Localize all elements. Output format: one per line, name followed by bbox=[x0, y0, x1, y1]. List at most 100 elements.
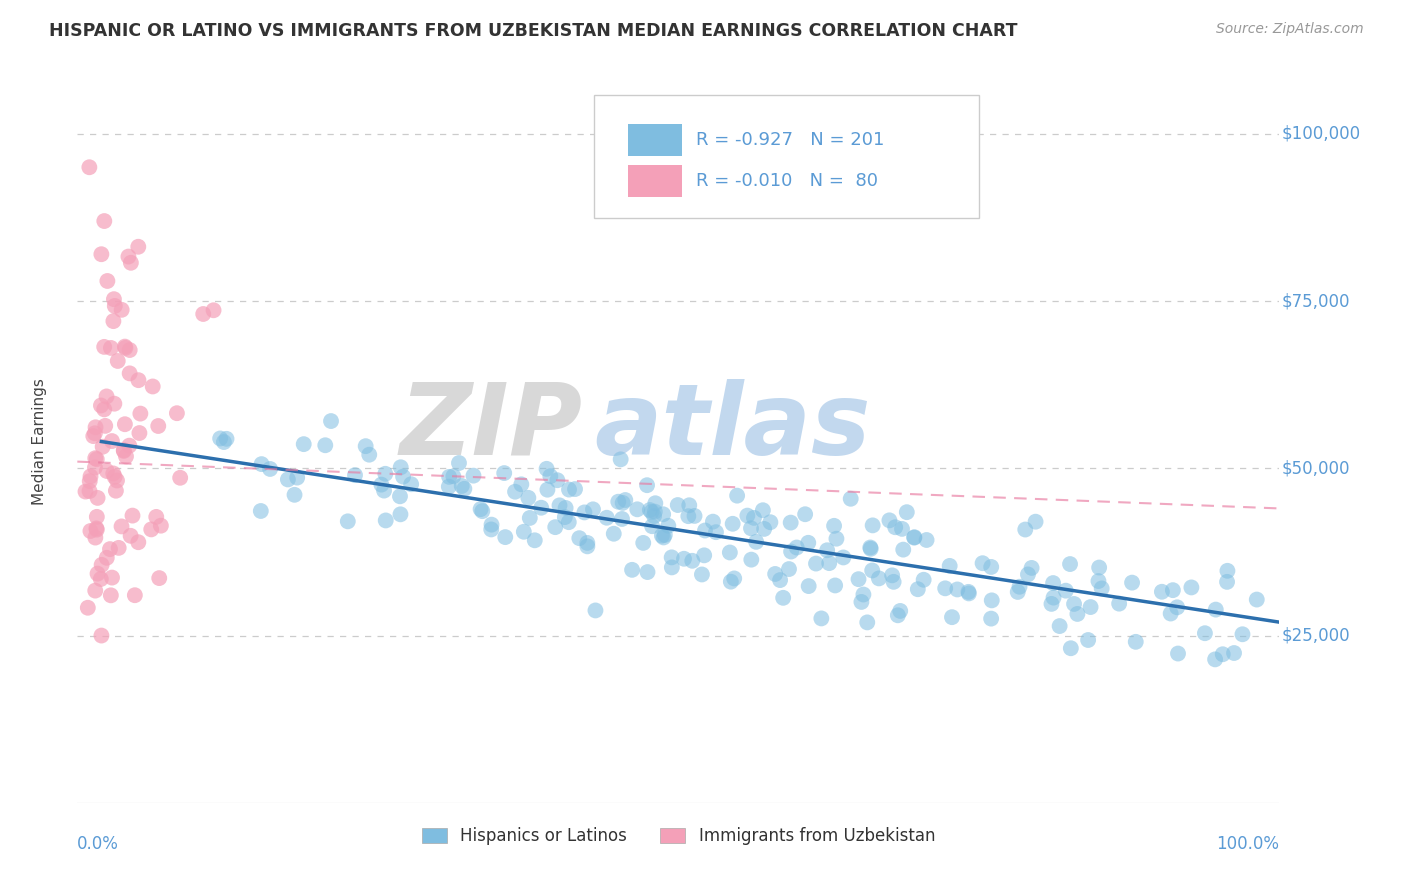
Point bbox=[141, 522, 163, 536]
Point bbox=[693, 549, 716, 563]
Point bbox=[891, 542, 914, 557]
Point bbox=[319, 414, 342, 428]
Point bbox=[1014, 523, 1036, 537]
Point bbox=[75, 484, 97, 499]
Point bbox=[631, 536, 654, 550]
Point bbox=[79, 474, 101, 488]
Point bbox=[96, 550, 118, 565]
Point bbox=[90, 247, 112, 261]
Point bbox=[818, 556, 841, 570]
Point bbox=[536, 462, 558, 476]
Point bbox=[780, 544, 803, 558]
Point bbox=[972, 556, 994, 570]
Point bbox=[752, 503, 775, 517]
Point bbox=[614, 493, 637, 508]
Point bbox=[538, 469, 561, 483]
Point bbox=[90, 558, 112, 572]
Point bbox=[1121, 575, 1143, 590]
Point bbox=[103, 397, 125, 411]
Point bbox=[763, 566, 786, 581]
Point bbox=[915, 533, 938, 547]
Point bbox=[946, 582, 969, 597]
Point bbox=[721, 516, 744, 531]
Point bbox=[1180, 581, 1202, 595]
Point bbox=[373, 483, 395, 498]
Point bbox=[887, 608, 910, 623]
Point bbox=[723, 571, 745, 585]
Point bbox=[558, 483, 581, 497]
Point bbox=[441, 469, 464, 483]
Point bbox=[891, 522, 914, 536]
Point bbox=[769, 573, 792, 587]
Point bbox=[86, 566, 108, 581]
Point bbox=[681, 554, 703, 568]
Point bbox=[79, 483, 101, 498]
Point bbox=[103, 467, 125, 481]
Point bbox=[112, 444, 135, 458]
Point bbox=[1108, 597, 1130, 611]
Point bbox=[114, 341, 136, 355]
Point bbox=[114, 417, 136, 432]
Point bbox=[86, 523, 108, 537]
Point bbox=[941, 610, 963, 624]
Point bbox=[107, 354, 129, 368]
Point bbox=[112, 443, 135, 458]
Point bbox=[824, 578, 846, 592]
Point bbox=[481, 517, 503, 532]
Point bbox=[115, 450, 138, 464]
Point bbox=[104, 470, 127, 484]
Point bbox=[389, 460, 412, 475]
Point bbox=[603, 526, 626, 541]
Point bbox=[104, 299, 127, 313]
Point bbox=[720, 574, 742, 589]
Point bbox=[938, 558, 960, 573]
Point bbox=[96, 274, 118, 288]
Point bbox=[121, 508, 143, 523]
Point bbox=[314, 438, 336, 452]
Point bbox=[957, 586, 980, 600]
Point bbox=[1042, 576, 1064, 591]
Point bbox=[742, 511, 765, 525]
Point bbox=[544, 520, 567, 534]
Point bbox=[640, 505, 662, 519]
Point bbox=[118, 343, 141, 357]
Point bbox=[93, 402, 115, 417]
Point bbox=[103, 292, 125, 306]
Point bbox=[79, 469, 101, 483]
Point bbox=[643, 508, 665, 523]
Point bbox=[626, 502, 648, 516]
Point bbox=[797, 579, 820, 593]
Point bbox=[654, 528, 676, 542]
Point bbox=[907, 582, 929, 597]
Point bbox=[797, 536, 820, 550]
Point bbox=[725, 489, 748, 503]
Point bbox=[839, 491, 862, 506]
Point bbox=[101, 434, 124, 448]
Point bbox=[519, 511, 541, 525]
Point bbox=[718, 545, 741, 559]
Point bbox=[657, 518, 679, 533]
Point bbox=[882, 568, 904, 582]
Point bbox=[1054, 583, 1077, 598]
Point bbox=[90, 572, 112, 586]
Point bbox=[772, 591, 794, 605]
Point bbox=[1042, 591, 1064, 605]
Point bbox=[554, 510, 576, 524]
Text: 0.0%: 0.0% bbox=[77, 835, 120, 854]
Point bbox=[93, 214, 115, 228]
Bar bbox=[628, 165, 682, 197]
Point bbox=[374, 513, 396, 527]
Point bbox=[610, 512, 633, 526]
Point bbox=[1007, 585, 1029, 599]
Point bbox=[1216, 564, 1239, 578]
Point bbox=[437, 480, 460, 494]
Point bbox=[564, 482, 586, 496]
Text: 100.0%: 100.0% bbox=[1216, 835, 1279, 854]
Text: $75,000: $75,000 bbox=[1282, 292, 1350, 310]
Point bbox=[980, 560, 1002, 574]
Point bbox=[83, 426, 105, 441]
Text: atlas: atlas bbox=[595, 378, 870, 475]
Point bbox=[596, 510, 619, 524]
Point bbox=[1025, 515, 1047, 529]
Point bbox=[672, 551, 695, 566]
